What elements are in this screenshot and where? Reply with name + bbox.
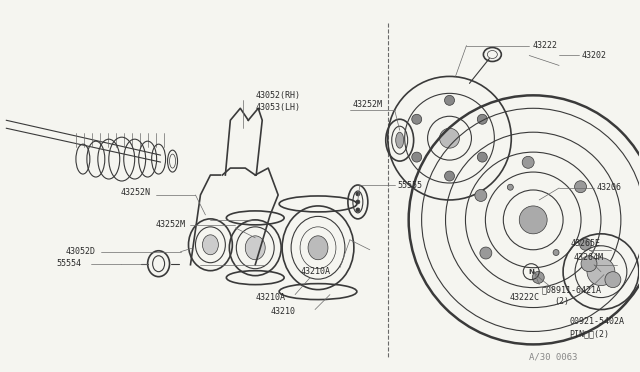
Circle shape <box>356 200 360 204</box>
Circle shape <box>519 206 547 234</box>
Circle shape <box>412 114 422 124</box>
Text: 43202: 43202 <box>582 51 607 60</box>
Circle shape <box>475 189 487 201</box>
Text: 00921-5402A: 00921-5402A <box>569 317 624 326</box>
Text: N: N <box>528 269 534 275</box>
Text: 43210A: 43210A <box>300 267 330 276</box>
Circle shape <box>587 258 615 286</box>
Circle shape <box>553 250 559 256</box>
Ellipse shape <box>308 236 328 260</box>
Text: 43252M: 43252M <box>353 100 383 109</box>
Circle shape <box>581 256 597 272</box>
Text: 43264M: 43264M <box>574 253 604 262</box>
Circle shape <box>508 184 513 190</box>
Text: 43052(RH): 43052(RH) <box>255 91 300 100</box>
Text: (2): (2) <box>554 297 569 306</box>
Text: 43053(LH): 43053(LH) <box>255 103 300 112</box>
Ellipse shape <box>396 132 404 148</box>
Circle shape <box>580 238 591 250</box>
Text: 55554: 55554 <box>56 259 81 268</box>
Circle shape <box>477 152 487 162</box>
Text: 43052D: 43052D <box>66 247 96 256</box>
Circle shape <box>356 208 360 212</box>
Circle shape <box>605 272 621 288</box>
Text: 43252N: 43252N <box>121 189 151 198</box>
Text: 55555: 55555 <box>397 180 422 189</box>
Text: ⓝ08911-6421A: ⓝ08911-6421A <box>541 285 601 294</box>
Text: A/30 0063: A/30 0063 <box>529 353 577 362</box>
Circle shape <box>532 272 544 283</box>
Circle shape <box>412 152 422 162</box>
Ellipse shape <box>245 236 265 260</box>
Circle shape <box>356 192 360 196</box>
Circle shape <box>480 247 492 259</box>
Circle shape <box>445 95 454 105</box>
Text: PINピン(2): PINピン(2) <box>569 329 609 338</box>
Circle shape <box>440 128 460 148</box>
Text: 43222C: 43222C <box>509 293 540 302</box>
Text: 43252M: 43252M <box>156 220 186 230</box>
Circle shape <box>445 171 454 181</box>
Text: 43222: 43222 <box>532 41 557 50</box>
Text: 43210A: 43210A <box>255 293 285 302</box>
Circle shape <box>575 181 586 193</box>
Text: 43206: 43206 <box>597 183 622 192</box>
Circle shape <box>522 156 534 168</box>
Text: 43210: 43210 <box>270 307 295 316</box>
Text: 43265E: 43265E <box>571 239 601 248</box>
Ellipse shape <box>202 235 218 255</box>
Circle shape <box>477 114 487 124</box>
